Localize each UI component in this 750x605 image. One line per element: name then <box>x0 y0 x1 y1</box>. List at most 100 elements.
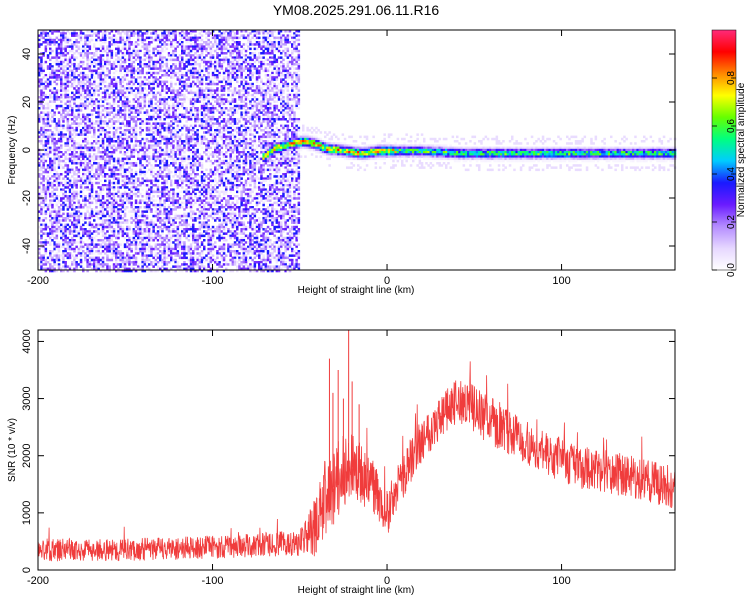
spectrogram-cell <box>174 247 177 251</box>
spectrogram-cell <box>93 236 96 240</box>
spectrogram-cell <box>132 104 136 108</box>
spectrogram-cell <box>130 217 133 220</box>
spectrogram-cell <box>66 129 70 132</box>
spectrogram-cell <box>123 67 127 70</box>
spectrogram-cell <box>55 217 59 220</box>
spectrogram-cell <box>42 254 45 257</box>
spectrogram-cell <box>185 199 188 202</box>
spectrogram-cell <box>53 146 56 150</box>
spectrogram-cell <box>130 32 133 35</box>
spectrogram-cell <box>38 195 41 198</box>
spectrogram-cell <box>57 41 61 44</box>
spectrogram-cell <box>71 69 74 73</box>
spectrogram-cell <box>62 65 65 68</box>
spectrogram-cell <box>165 151 169 154</box>
spectrogram-cell <box>86 269 89 273</box>
spectrogram-cell <box>44 93 48 97</box>
spectrogram-cell <box>99 91 103 95</box>
spectrogram-cell <box>152 78 155 81</box>
spectrogram-cell <box>189 107 193 110</box>
spectrogram-cell <box>79 263 83 266</box>
spectrogram-cell <box>159 175 162 178</box>
spectrogram-cell <box>194 245 197 249</box>
spectrogram-cell <box>176 140 180 143</box>
spectrogram-cell <box>198 124 202 128</box>
spectrogram-cell <box>79 166 83 169</box>
spectrogram-cell <box>185 41 188 44</box>
spectrogram-cell <box>101 41 105 44</box>
spectrogram-cell <box>82 67 85 70</box>
spectrogram-cell <box>86 265 89 268</box>
spectrogram-cell <box>51 195 54 198</box>
spectrogram-cell <box>75 104 78 108</box>
spectrogram-cell <box>194 76 197 79</box>
spectrogram-cell <box>123 162 127 165</box>
spectrogram-cell <box>181 52 184 55</box>
spectrogram-cell <box>150 104 153 108</box>
spectrogram-cell <box>187 247 191 251</box>
spectrogram-cell <box>106 162 109 165</box>
spectrogram-cell <box>60 41 63 44</box>
spectrogram-cell <box>172 192 175 196</box>
spectrogram-cell <box>44 177 48 180</box>
spectrogram-cell <box>178 76 182 79</box>
spectrogram-cell <box>117 179 120 183</box>
spectrogram-cell <box>106 243 109 246</box>
spectrogram-cell <box>62 184 65 187</box>
spectrogram-cell <box>145 52 149 55</box>
spectrogram-cell <box>150 87 153 90</box>
spectrogram-cell <box>66 113 70 117</box>
spectrogram-cell <box>55 203 59 207</box>
spectrogram-cell <box>152 225 155 229</box>
spectrogram-cell <box>82 63 85 66</box>
spectrogram-cell <box>97 197 100 200</box>
spectrogram-cell <box>198 199 202 202</box>
spectrogram-cell <box>145 49 149 53</box>
spectrogram-cell <box>104 120 107 123</box>
spectrogram-cell <box>185 190 188 194</box>
spectrogram-cell <box>159 221 162 224</box>
spectrogram-cell <box>86 49 89 53</box>
spectrogram-cell <box>53 166 56 169</box>
spectrogram-cell <box>128 129 131 132</box>
spectrogram-cell <box>126 250 129 253</box>
spectrogram-cell <box>86 120 89 123</box>
spectrogram-cell <box>93 133 96 136</box>
spectrogram-cell <box>178 67 182 70</box>
spectrogram-cell <box>115 241 118 244</box>
spectrogram-cell <box>150 74 153 77</box>
spectrogram-cell <box>128 261 131 264</box>
spectrogram-cell <box>161 195 164 198</box>
spectrogram-cell <box>200 179 204 183</box>
spectrogram-cell <box>159 208 162 211</box>
spectrogram-cell <box>170 129 173 132</box>
spectrogram-cell <box>128 177 131 180</box>
spectrogram-cell <box>115 250 118 253</box>
spectrogram-cell <box>97 109 100 112</box>
spectrogram-cell <box>53 56 56 59</box>
spectrogram-cell <box>95 263 98 266</box>
spectrogram-cell <box>117 100 120 103</box>
spectrogram-cell <box>51 69 54 73</box>
spectrogram-cell <box>139 58 142 62</box>
spectrogram-cell <box>57 159 61 163</box>
spectrogram-cell <box>84 36 87 40</box>
spectrogram-cell <box>130 71 133 75</box>
spectrogram-cell <box>200 199 204 202</box>
spectrogram-cell <box>108 195 111 198</box>
spectrogram-cell <box>88 85 92 88</box>
spectrogram-cell <box>165 85 169 88</box>
spectrogram-cell <box>97 155 100 158</box>
spectrogram-cell <box>53 210 56 213</box>
spectrogram-cell <box>161 230 164 233</box>
spectrogram-cell <box>165 113 169 117</box>
spectrogram-cell <box>200 164 204 167</box>
spectrogram-cell <box>110 91 114 95</box>
spectrogram-cell <box>181 89 184 92</box>
spectrogram-cell <box>108 63 111 66</box>
spectrogram-cell <box>183 96 186 99</box>
spectrogram-cell <box>93 261 96 264</box>
spectrogram-cell <box>187 155 191 158</box>
spectrogram-cell <box>46 137 50 141</box>
spectrogram-cell <box>110 221 114 224</box>
